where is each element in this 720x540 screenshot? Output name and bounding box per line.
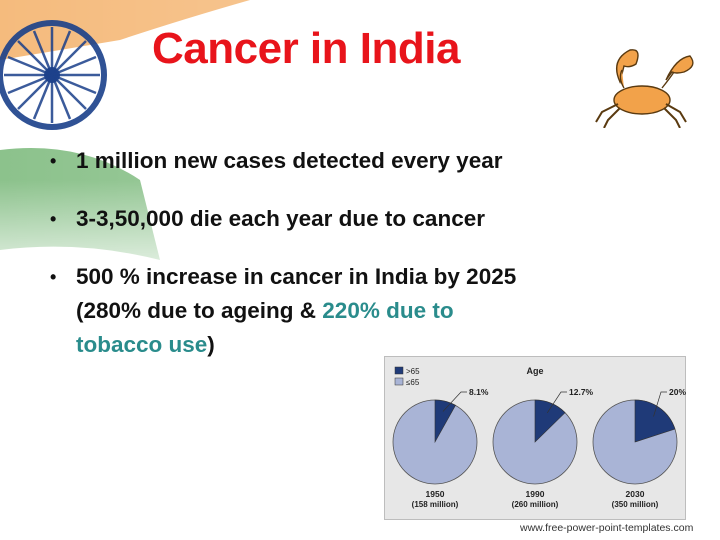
- pie-callout-line: [442, 391, 467, 412]
- footer-url: www.free-power-point-templates.com: [520, 522, 694, 534]
- ashoka-chakra-icon: [0, 20, 107, 130]
- bullet-text: 500 % increase in cancer in India by 202…: [76, 260, 516, 362]
- bullet-marker: •: [50, 151, 57, 171]
- pie-chart-canvas: Age >65 ≤65 8.1% 1950(158 million) 12.7% 19…: [392, 366, 686, 509]
- pie-population-label: (158 million): [412, 500, 459, 509]
- pie-year-label: 1950: [426, 489, 445, 499]
- pie-data-label: 12.7%: [569, 387, 594, 397]
- pie-callout-line: [546, 391, 567, 414]
- pie-data-label: 8.1%: [469, 387, 489, 397]
- pie-year-label: 1990: [526, 489, 545, 499]
- bullet-text: 1 million new cases detected every year: [76, 148, 503, 173]
- chart-title: Age: [526, 366, 543, 376]
- pie-data-label: 20%: [669, 387, 686, 397]
- pie-population-label: (260 million): [512, 500, 559, 509]
- slide-title: Cancer in India: [152, 24, 460, 73]
- legend-swatch-under65: [394, 377, 404, 386]
- pie-slice-over65: [434, 399, 456, 444]
- legend-label: >65: [406, 367, 420, 376]
- bullet-line-suffix: ): [207, 332, 215, 357]
- bullet-line: 500 % increase in cancer in India by 202…: [76, 264, 517, 289]
- pie-callout-line: [653, 391, 667, 417]
- crab-icon: [595, 49, 694, 128]
- legend-swatch-over65: [394, 366, 404, 375]
- bullet-marker: •: [50, 267, 57, 287]
- pie-population-label: (350 million): [612, 500, 659, 509]
- age-pie-chart: Age >65 ≤65 8.1% 1950 (158 million) 12.7% 19…: [384, 356, 686, 520]
- bullet-text: 3-3,50,000 die each year due to cancer: [76, 206, 485, 231]
- pie-slice-over65: [534, 399, 566, 443]
- bullet-marker: •: [50, 209, 57, 229]
- pie-slice-over65: [634, 399, 676, 443]
- bullet-highlight: tobacco use: [76, 332, 208, 357]
- pie-year-label: 2030: [626, 489, 645, 499]
- bullet-line-prefix: (280% due to ageing &: [76, 298, 323, 323]
- bullet-highlight: 220% due to: [322, 298, 454, 323]
- legend-label: ≤65: [406, 378, 420, 387]
